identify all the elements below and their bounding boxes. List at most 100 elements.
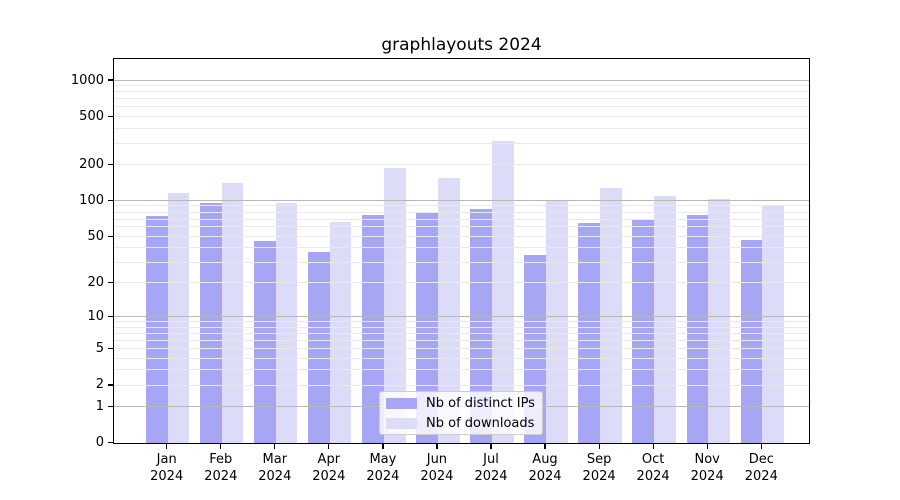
legend-item-downloads: Nb of downloads xyxy=(386,416,536,431)
gridline-200 xyxy=(114,163,809,165)
gridline-20 xyxy=(114,282,809,284)
x-tick-mark-feb xyxy=(220,444,222,449)
y-tick-label-5: 5 xyxy=(95,341,104,357)
x-tick-mark-aug xyxy=(544,444,546,449)
y-tick-mark-1000 xyxy=(108,79,113,81)
bar-distinct-ips-mar xyxy=(254,240,276,443)
gridline-40 xyxy=(114,247,809,249)
bar-distinct-ips-jan xyxy=(146,216,168,443)
legend-label-downloads: Nb of downloads xyxy=(426,415,535,431)
y-tick-label-100: 100 xyxy=(79,192,104,208)
x-tick-mark-dec xyxy=(760,444,762,449)
bar-distinct-ips-nov xyxy=(686,215,709,443)
y-tick-label-500: 500 xyxy=(79,108,104,124)
bar-distinct-ips-may xyxy=(362,215,384,443)
x-tick-mark-oct xyxy=(652,444,654,449)
gridline-3 xyxy=(114,369,809,371)
gridline-300 xyxy=(114,142,809,144)
y-tick-mark-0 xyxy=(108,442,113,444)
plot-area xyxy=(113,58,810,444)
x-tick-mark-apr xyxy=(328,444,330,449)
y-tick-label-20: 20 xyxy=(87,275,104,291)
bar-downloads-dec xyxy=(762,204,784,443)
gridline-6 xyxy=(114,340,809,342)
x-tick-mark-jan xyxy=(166,444,168,449)
legend-swatch-distinct-ips-icon xyxy=(386,397,417,409)
y-tick-mark-5 xyxy=(108,348,113,350)
gridline-60 xyxy=(114,226,809,228)
gridline-500 xyxy=(114,115,809,117)
x-tick-label-apr: Apr 2024 xyxy=(312,452,346,484)
x-tick-label-jul: Jul 2024 xyxy=(474,452,508,484)
x-tick-label-jan: Jan 2024 xyxy=(150,452,184,484)
gridline-4 xyxy=(114,357,809,359)
gridline-30 xyxy=(114,262,809,263)
bar-downloads-jun xyxy=(437,177,460,443)
y-tick-label-50: 50 xyxy=(87,228,104,244)
bar-distinct-ips-dec xyxy=(740,239,763,443)
bar-downloads-mar xyxy=(275,203,298,443)
bar-downloads-may xyxy=(383,168,406,443)
gridline-600 xyxy=(114,106,809,108)
y-tick-mark-2 xyxy=(108,384,113,386)
gridline-8 xyxy=(114,326,809,328)
y-tick-label-1000: 1000 xyxy=(70,72,104,88)
y-tick-mark-10 xyxy=(108,316,113,318)
y-tick-label-10: 10 xyxy=(87,309,104,325)
x-tick-mark-jul xyxy=(490,444,492,449)
bar-downloads-jul xyxy=(492,140,514,443)
bar-downloads-nov xyxy=(708,198,730,443)
y-tick-label-2: 2 xyxy=(95,377,104,393)
legend-label-distinct-ips: Nb of distinct IPs xyxy=(426,395,535,411)
bar-distinct-ips-sep xyxy=(578,223,601,443)
gridline-50 xyxy=(114,235,809,237)
legend-swatch-downloads-icon xyxy=(386,417,417,429)
legend: Nb of distinct IPs Nb of downloads xyxy=(379,391,543,435)
y-tick-label-0: 0 xyxy=(95,435,104,451)
y-tick-mark-200 xyxy=(108,163,113,165)
gridline-10 xyxy=(114,316,809,318)
x-tick-label-nov: Nov 2024 xyxy=(690,452,724,484)
x-tick-mark-jun xyxy=(436,444,438,449)
y-tick-mark-500 xyxy=(108,115,113,117)
x-tick-mark-may xyxy=(382,444,384,449)
gridline-800 xyxy=(114,91,809,93)
x-tick-label-dec: Dec 2024 xyxy=(744,452,778,484)
gridline-80 xyxy=(114,211,809,213)
y-tick-label-200: 200 xyxy=(79,156,104,172)
x-tick-mark-nov xyxy=(706,444,708,449)
x-tick-label-mar: Mar 2024 xyxy=(258,452,292,484)
gridline-2 xyxy=(114,384,809,386)
bar-distinct-ips-jul xyxy=(470,208,492,443)
bar-downloads-oct xyxy=(654,195,676,443)
x-tick-mark-mar xyxy=(274,444,276,449)
y-tick-mark-20 xyxy=(108,282,113,284)
x-tick-label-may: May 2024 xyxy=(366,452,400,484)
gridline-7 xyxy=(114,333,809,335)
bar-downloads-jan xyxy=(167,192,190,443)
gridline-900 xyxy=(114,85,809,87)
gridline-70 xyxy=(114,218,809,220)
x-tick-label-feb: Feb 2024 xyxy=(204,452,238,484)
y-tick-mark-100 xyxy=(108,199,113,202)
bar-distinct-ips-oct xyxy=(632,219,655,443)
x-tick-label-aug: Aug 2024 xyxy=(528,452,562,484)
x-tick-label-sep: Sep 2024 xyxy=(582,452,616,484)
legend-item-distinct-ips: Nb of distinct IPs xyxy=(386,396,536,411)
gridline-90 xyxy=(114,205,809,207)
gridline-9 xyxy=(114,321,809,323)
y-tick-mark-50 xyxy=(108,235,113,237)
x-tick-label-oct: Oct 2024 xyxy=(636,452,670,484)
y-tick-mark-1 xyxy=(108,405,113,407)
gridline-1000 xyxy=(114,79,809,81)
gridline-400 xyxy=(114,127,809,129)
gridline-100 xyxy=(114,200,809,201)
gridline-700 xyxy=(114,98,809,100)
bar-downloads-apr xyxy=(329,222,352,443)
gridline-5 xyxy=(114,348,809,350)
x-tick-mark-sep xyxy=(598,444,600,449)
bar-distinct-ips-jun xyxy=(416,213,438,443)
grid-layer xyxy=(114,59,809,443)
y-tick-label-1: 1 xyxy=(95,398,104,414)
